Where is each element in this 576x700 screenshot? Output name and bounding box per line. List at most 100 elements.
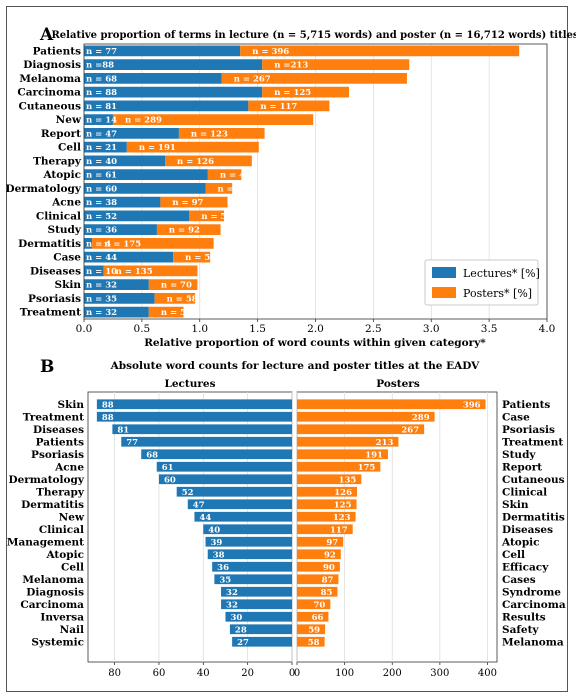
category-label-diseases: Diseases	[30, 265, 81, 277]
bl-category-patients: Patients	[36, 436, 84, 448]
bp-value-results: 66	[312, 613, 324, 623]
bl-tick-label: 80	[108, 668, 121, 679]
bp-category-dermatitis: Dermatitis	[502, 511, 565, 523]
posters-bar-treatment	[148, 306, 184, 318]
bl-bar-treatment	[96, 411, 292, 422]
category-label-report: Report	[41, 128, 81, 140]
bl-tick-label: 20	[241, 668, 254, 679]
posters-bar-study	[156, 224, 221, 235]
posters-count-cell: n = 191	[139, 143, 176, 153]
panel-a-tick-label: 2.0	[307, 323, 324, 335]
posters-count-case: n = 53	[185, 253, 216, 263]
category-label-cell: Cell	[58, 142, 81, 154]
panel-a-tick-label: 4.0	[539, 323, 556, 335]
bl-category-dermatology: Dermatology	[8, 474, 84, 486]
bl-value-diagnosis: 32	[226, 588, 238, 598]
bp-tick-label: 0	[294, 668, 300, 679]
lectures-bar-case	[84, 251, 174, 263]
category-label-treatment: Treatment	[20, 307, 81, 319]
bp-category-results: Results	[502, 611, 546, 623]
legend-posters-label: Posters* [%]	[463, 287, 532, 300]
bp-category-patients: Patients	[502, 399, 550, 411]
bl-value-atopic: 38	[213, 550, 225, 560]
bl-category-treatment: Treatment	[23, 411, 84, 423]
category-label-psoriasis: Psoriasis	[28, 293, 81, 305]
bl-value-therapy: 52	[182, 488, 194, 498]
category-label-carcinoma: Carcinoma	[17, 87, 81, 99]
posters-count-carcinoma: n = 125	[274, 88, 311, 98]
bp-bar-dermatitis	[297, 511, 356, 522]
bl-bar-inversa	[225, 611, 292, 622]
bl-category-therapy: Therapy	[36, 486, 85, 498]
bl-category-management: Management	[7, 536, 84, 548]
bp-value-skin: 125	[334, 500, 352, 510]
posters-count-skin: n = 70	[161, 281, 192, 291]
lectures-bar-dermatology	[84, 183, 206, 194]
panel-a-axis: 0.0 0.5 1.0 1.5 2.0 2.5 3.0 3.5 4.0 Patients Diagn…	[5, 43, 556, 335]
bl-value-melanoma: 35	[219, 575, 231, 585]
bl-bar-clinical	[203, 524, 292, 535]
bl-category-psoriasis: Psoriasis	[31, 449, 84, 461]
bp-bar-safety	[297, 624, 326, 635]
panel-b-posters-title: Posters	[376, 378, 420, 390]
lectures-count-clinical: n = 52	[86, 212, 117, 222]
posters-count-diseases: n = 135	[116, 267, 153, 277]
posters-bar-new	[112, 114, 314, 125]
posters-bar-cell	[126, 141, 259, 153]
posters-bar-atopic	[207, 169, 242, 180]
bl-bar-acne	[156, 461, 292, 472]
panel-b-lectures-title: Lectures	[164, 378, 215, 390]
panel-a-tick-label: 1.5	[249, 323, 266, 335]
lectures-bar-cell	[84, 141, 127, 153]
figure-frame	[6, 6, 568, 692]
bp-category-cutaneous: Cutaneous	[502, 474, 565, 486]
bp-value-clinical: 126	[334, 488, 352, 498]
category-label-cutaneous: Cutaneous	[18, 100, 81, 112]
bl-value-new: 44	[199, 513, 211, 523]
posters-count-acne: n = 97	[172, 198, 203, 208]
bp-category-study: Study	[502, 449, 536, 461]
panel-b-lectures-chart: 80 60 40 20 0 88 Skin 88 Treatment 81 Diseases 77 Pa…	[7, 391, 295, 679]
panel-b-letter: B	[40, 357, 54, 377]
bl-bar-psoriasis	[141, 449, 292, 460]
bp-value-syndrome: 85	[321, 588, 333, 598]
bp-tick-label: 200	[383, 668, 402, 679]
lectures-count-carcinoma: n = 88	[86, 88, 117, 98]
lectures-count-psoriasis: n = 35	[86, 294, 117, 304]
lectures-count-new: n = 14	[86, 116, 117, 126]
bp-bar-cutaneous	[297, 474, 362, 485]
bl-bar-patients	[121, 436, 293, 447]
bp-value-atopic: 97	[326, 538, 338, 548]
bp-category-melanoma: Melanoma	[502, 636, 564, 648]
bp-bar-clinical	[297, 486, 357, 497]
bp-value-melanoma: 58	[308, 638, 320, 648]
posters-bar-patients	[240, 45, 520, 57]
bl-category-diseases: Diseases	[33, 424, 84, 436]
bl-value-treatment: 88	[102, 413, 114, 423]
lectures-bar-diagnosis	[84, 59, 263, 70]
bl-bar-systemic	[232, 636, 292, 647]
posters-bar-therapy	[165, 155, 252, 167]
bl-value-acne: 61	[162, 463, 174, 473]
posters-bar-report	[178, 128, 265, 139]
bl-category-dermatitis: Dermatitis	[21, 499, 84, 511]
bp-bar-carcinoma	[297, 599, 331, 610]
lectures-bar-new	[84, 114, 113, 125]
bp-category-clinical: Clinical	[502, 486, 547, 498]
lectures-bar-study	[84, 224, 157, 235]
category-label-diagnosis: Diagnosis	[23, 59, 81, 71]
bl-bar-nail	[229, 624, 292, 635]
lectures-bar-psoriasis	[84, 293, 155, 304]
posters-bar-acne	[160, 196, 228, 208]
bl-bar-diseases	[112, 424, 293, 435]
panel-b-posters-chart: 0 100 200 300 400 396 Patients 289 Case 267 Psoria…	[294, 391, 566, 679]
lectures-count-skin: n = 32	[86, 281, 117, 291]
lectures-count-patients: n = 77	[86, 47, 117, 57]
bl-bar-management	[205, 536, 292, 547]
lectures-count-treatment: n = 32	[86, 308, 117, 318]
bp-bar-diseases	[297, 524, 353, 535]
bp-bar-skin	[297, 499, 357, 510]
bp-category-syndrome: Syndrome	[502, 586, 561, 598]
category-label-atopic: Atopic	[42, 169, 81, 181]
posters-bar-clinical	[189, 210, 225, 222]
